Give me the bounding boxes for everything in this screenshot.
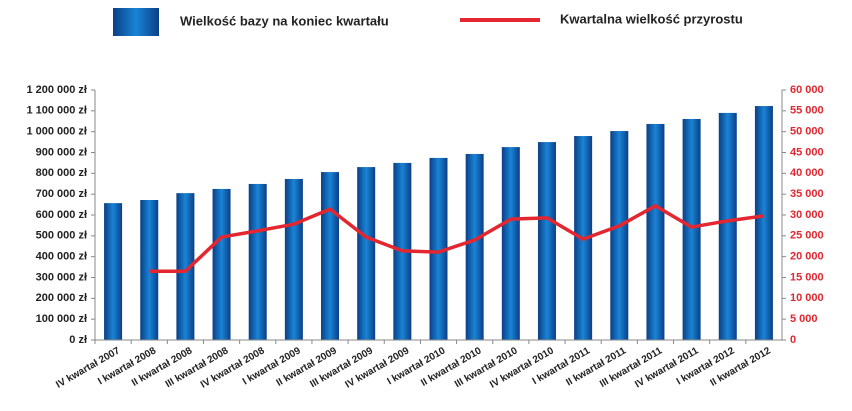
y-tick-label: 900 000 zł bbox=[36, 146, 87, 158]
y-tick-label: 800 000 zł bbox=[36, 167, 87, 179]
bar bbox=[357, 167, 376, 340]
bar bbox=[284, 178, 303, 340]
legend-label: Kwartalna wielkość przyrostu bbox=[560, 11, 743, 26]
y2-tick-label: 15 000 bbox=[790, 271, 824, 283]
y-tick-label: 1 000 000 zł bbox=[26, 126, 87, 138]
legend-label: Wielkość bazy na koniec kwartału bbox=[180, 13, 389, 28]
y2-tick-label: 55 000 bbox=[790, 105, 824, 117]
y-tick-label: 100 000 zł bbox=[36, 313, 87, 325]
y-tick-label: 400 000 zł bbox=[36, 251, 87, 263]
bar bbox=[429, 157, 448, 340]
bar bbox=[104, 203, 123, 340]
bar bbox=[212, 188, 231, 340]
bar bbox=[610, 131, 629, 340]
y-tick-label: 200 000 zł bbox=[36, 292, 87, 304]
bar bbox=[248, 183, 267, 340]
y2-tick-label: 35 000 bbox=[790, 188, 824, 200]
legend-swatch bbox=[113, 8, 159, 36]
y2-tick-label: 20 000 bbox=[790, 251, 824, 263]
bar bbox=[501, 147, 520, 340]
y-tick-label: 700 000 zł bbox=[36, 188, 87, 200]
y2-tick-label: 0 bbox=[790, 334, 796, 346]
line bbox=[149, 204, 765, 273]
y2-tick-label: 5 000 bbox=[790, 313, 818, 325]
y2-tick-label: 30 000 bbox=[790, 209, 824, 221]
y-tick-label: 500 000 zł bbox=[36, 230, 87, 242]
bar bbox=[465, 153, 484, 340]
y-tick-label: 1 200 000 zł bbox=[26, 84, 87, 96]
bar bbox=[754, 106, 773, 341]
bar bbox=[682, 118, 701, 340]
bar bbox=[176, 193, 195, 340]
bar bbox=[718, 112, 737, 341]
y-tick-label: 600 000 zł bbox=[36, 209, 87, 221]
bar bbox=[321, 172, 340, 340]
bar bbox=[537, 142, 556, 340]
y-tick-label: 300 000 zł bbox=[36, 271, 87, 283]
y-tick-label: 0 zł bbox=[69, 334, 87, 346]
bar bbox=[646, 123, 665, 340]
y2-tick-label: 10 000 bbox=[790, 292, 824, 304]
y2-tick-label: 25 000 bbox=[790, 230, 824, 242]
y2-tick-label: 60 000 bbox=[790, 84, 824, 96]
y2-tick-label: 45 000 bbox=[790, 146, 824, 158]
y2-tick-label: 50 000 bbox=[790, 126, 824, 138]
y2-tick-label: 40 000 bbox=[790, 167, 824, 179]
y-tick-label: 1 100 000 zł bbox=[26, 105, 87, 117]
